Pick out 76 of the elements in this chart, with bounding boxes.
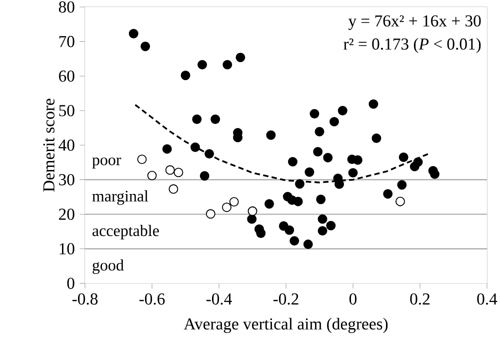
point [229, 197, 239, 207]
annotation: y = 76x² + 16x + 30 [348, 15, 481, 30]
y-tick-label: 20 [59, 208, 74, 220]
point [206, 209, 216, 219]
point [397, 180, 407, 190]
y-tick-label: 50 [59, 105, 74, 116]
y-tick-label: 80 [58, 1, 74, 13]
point [236, 52, 246, 62]
band-label: poor [92, 158, 122, 169]
point [383, 189, 393, 199]
point [295, 179, 304, 189]
point [168, 184, 178, 194]
point [396, 196, 405, 206]
point [198, 60, 207, 70]
x-tick-label: -0.2 [273, 293, 298, 305]
point [410, 162, 420, 172]
band-label: marginal [92, 190, 148, 205]
point [314, 126, 324, 136]
point [180, 70, 190, 80]
point [222, 202, 232, 212]
point [398, 152, 408, 162]
x-tick-label: 0.4 [477, 293, 498, 305]
band-label: acceptable [92, 224, 159, 240]
point [162, 144, 172, 154]
x-tick-label: -0.6 [139, 293, 165, 305]
y-axis-title: Demerit score [43, 98, 54, 192]
point [174, 168, 184, 178]
y-tick-label: 0 [67, 278, 74, 289]
point [326, 220, 336, 230]
y-tick-label: 70 [59, 36, 74, 48]
point [190, 142, 200, 152]
point [247, 214, 257, 224]
point [222, 60, 232, 70]
point [290, 236, 300, 246]
point [137, 154, 147, 164]
point [352, 155, 362, 165]
point [266, 130, 276, 140]
point [323, 152, 333, 162]
point [248, 206, 258, 216]
y-tick-label: 40 [58, 140, 74, 151]
point [200, 171, 210, 181]
point [128, 28, 138, 38]
y-tick-label: 60 [59, 70, 74, 82]
point [330, 116, 339, 126]
point [372, 134, 382, 143]
annotation: r² = 0.173 (P < 0.01) [344, 38, 481, 54]
x-tick-label: -0.4 [206, 293, 232, 305]
point [313, 146, 323, 156]
point [210, 114, 220, 124]
point [338, 106, 348, 116]
point [348, 168, 358, 178]
x-tick-label: -0.8 [72, 293, 98, 305]
point [304, 167, 314, 177]
point [318, 226, 328, 236]
point [165, 165, 175, 175]
point [204, 149, 214, 159]
y-tick-label: 30 [59, 174, 74, 186]
band-label: good [92, 259, 124, 274]
point [316, 194, 326, 204]
point [303, 240, 313, 250]
y-tick-label: 10 [60, 243, 74, 254]
point [288, 157, 298, 166]
point [140, 42, 150, 52]
point [147, 170, 157, 180]
point [310, 108, 320, 118]
point [192, 114, 202, 124]
point [318, 214, 328, 224]
point [293, 196, 303, 206]
point [368, 99, 378, 109]
point [284, 225, 294, 235]
x-tick-label: 0 [349, 293, 357, 305]
point [430, 169, 440, 179]
x-axis-title: Average vertical aim (degrees) [184, 318, 388, 333]
x-tick-label: 0.2 [410, 293, 430, 305]
point [256, 228, 266, 238]
point [264, 199, 274, 209]
